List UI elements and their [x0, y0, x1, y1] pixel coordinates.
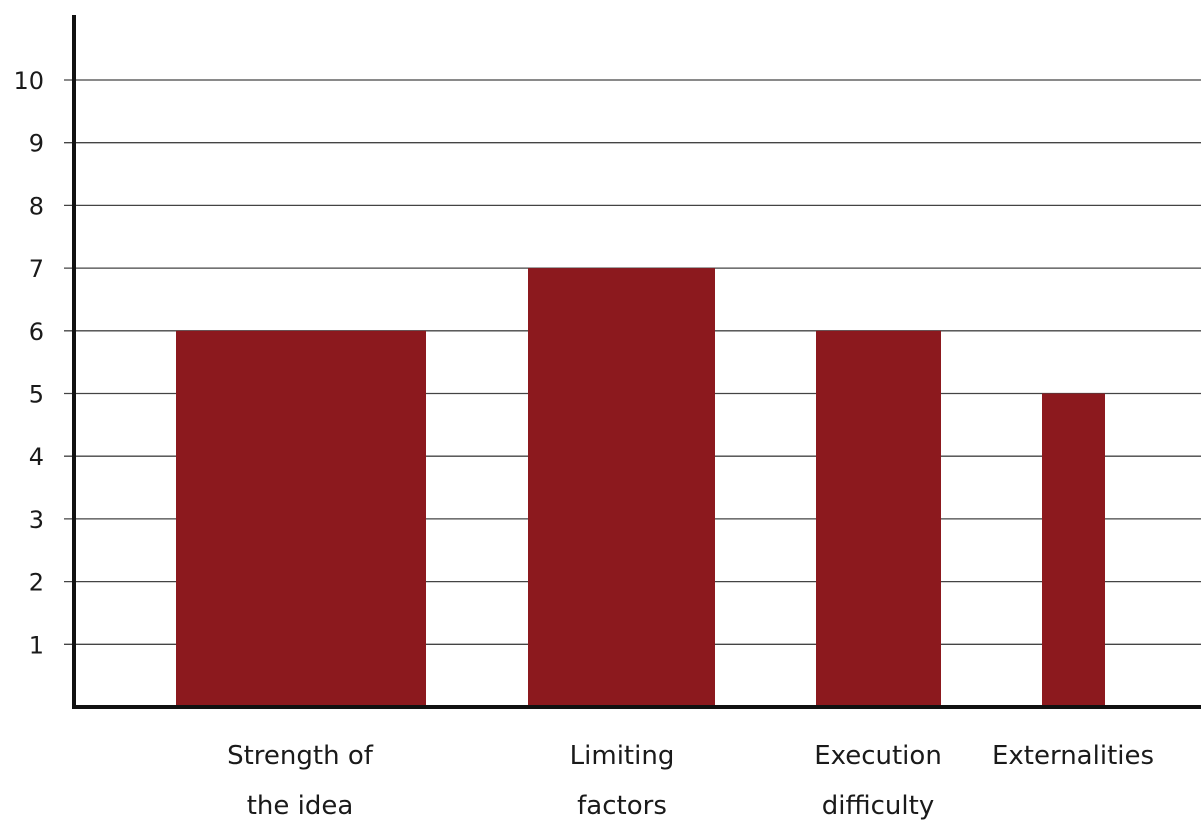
x-category-label-3-line-2: difficulty — [822, 791, 934, 820]
axes — [72, 15, 1201, 709]
x-category-label-2-line-1: Limiting — [570, 741, 675, 771]
x-category-label-4: Externalities — [992, 741, 1154, 771]
y-tick-label-10: 10 — [13, 67, 44, 95]
x-category-label-2-line-2: factors — [577, 791, 667, 820]
y-tick-labels: 1 2 3 4 5 6 7 8 9 10 — [13, 67, 44, 659]
x-category-label-1-line-1: Strength of — [227, 741, 374, 771]
y-tick-label-9: 9 — [29, 130, 44, 158]
x-category-label-1-line-2: the idea — [247, 791, 354, 820]
x-category-label-2: Limiting factors — [570, 741, 675, 820]
y-tick-label-4: 4 — [29, 443, 44, 471]
bar-1 — [176, 330, 426, 707]
x-category-label-3: Execution difficulty — [814, 741, 942, 820]
y-tick-label-1: 1 — [29, 631, 44, 659]
y-tick-label-7: 7 — [29, 255, 44, 283]
x-category-label-4-line-1: Externalities — [992, 741, 1154, 771]
bar-3 — [816, 330, 941, 707]
bar-4 — [1042, 393, 1105, 707]
x-category-label-3-line-1: Execution — [814, 741, 942, 771]
y-tick-label-3: 3 — [29, 506, 44, 534]
y-tick-label-5: 5 — [29, 381, 44, 409]
y-tick-label-6: 6 — [29, 318, 44, 346]
y-tick-label-2: 2 — [29, 569, 44, 597]
x-category-label-1: Strength of the idea — [227, 741, 374, 820]
x-category-labels: Strength of the idea Limiting factors Execut… — [227, 741, 1154, 820]
y-tick-label-8: 8 — [29, 192, 44, 220]
bars — [176, 268, 1105, 707]
bar-2 — [528, 268, 715, 707]
